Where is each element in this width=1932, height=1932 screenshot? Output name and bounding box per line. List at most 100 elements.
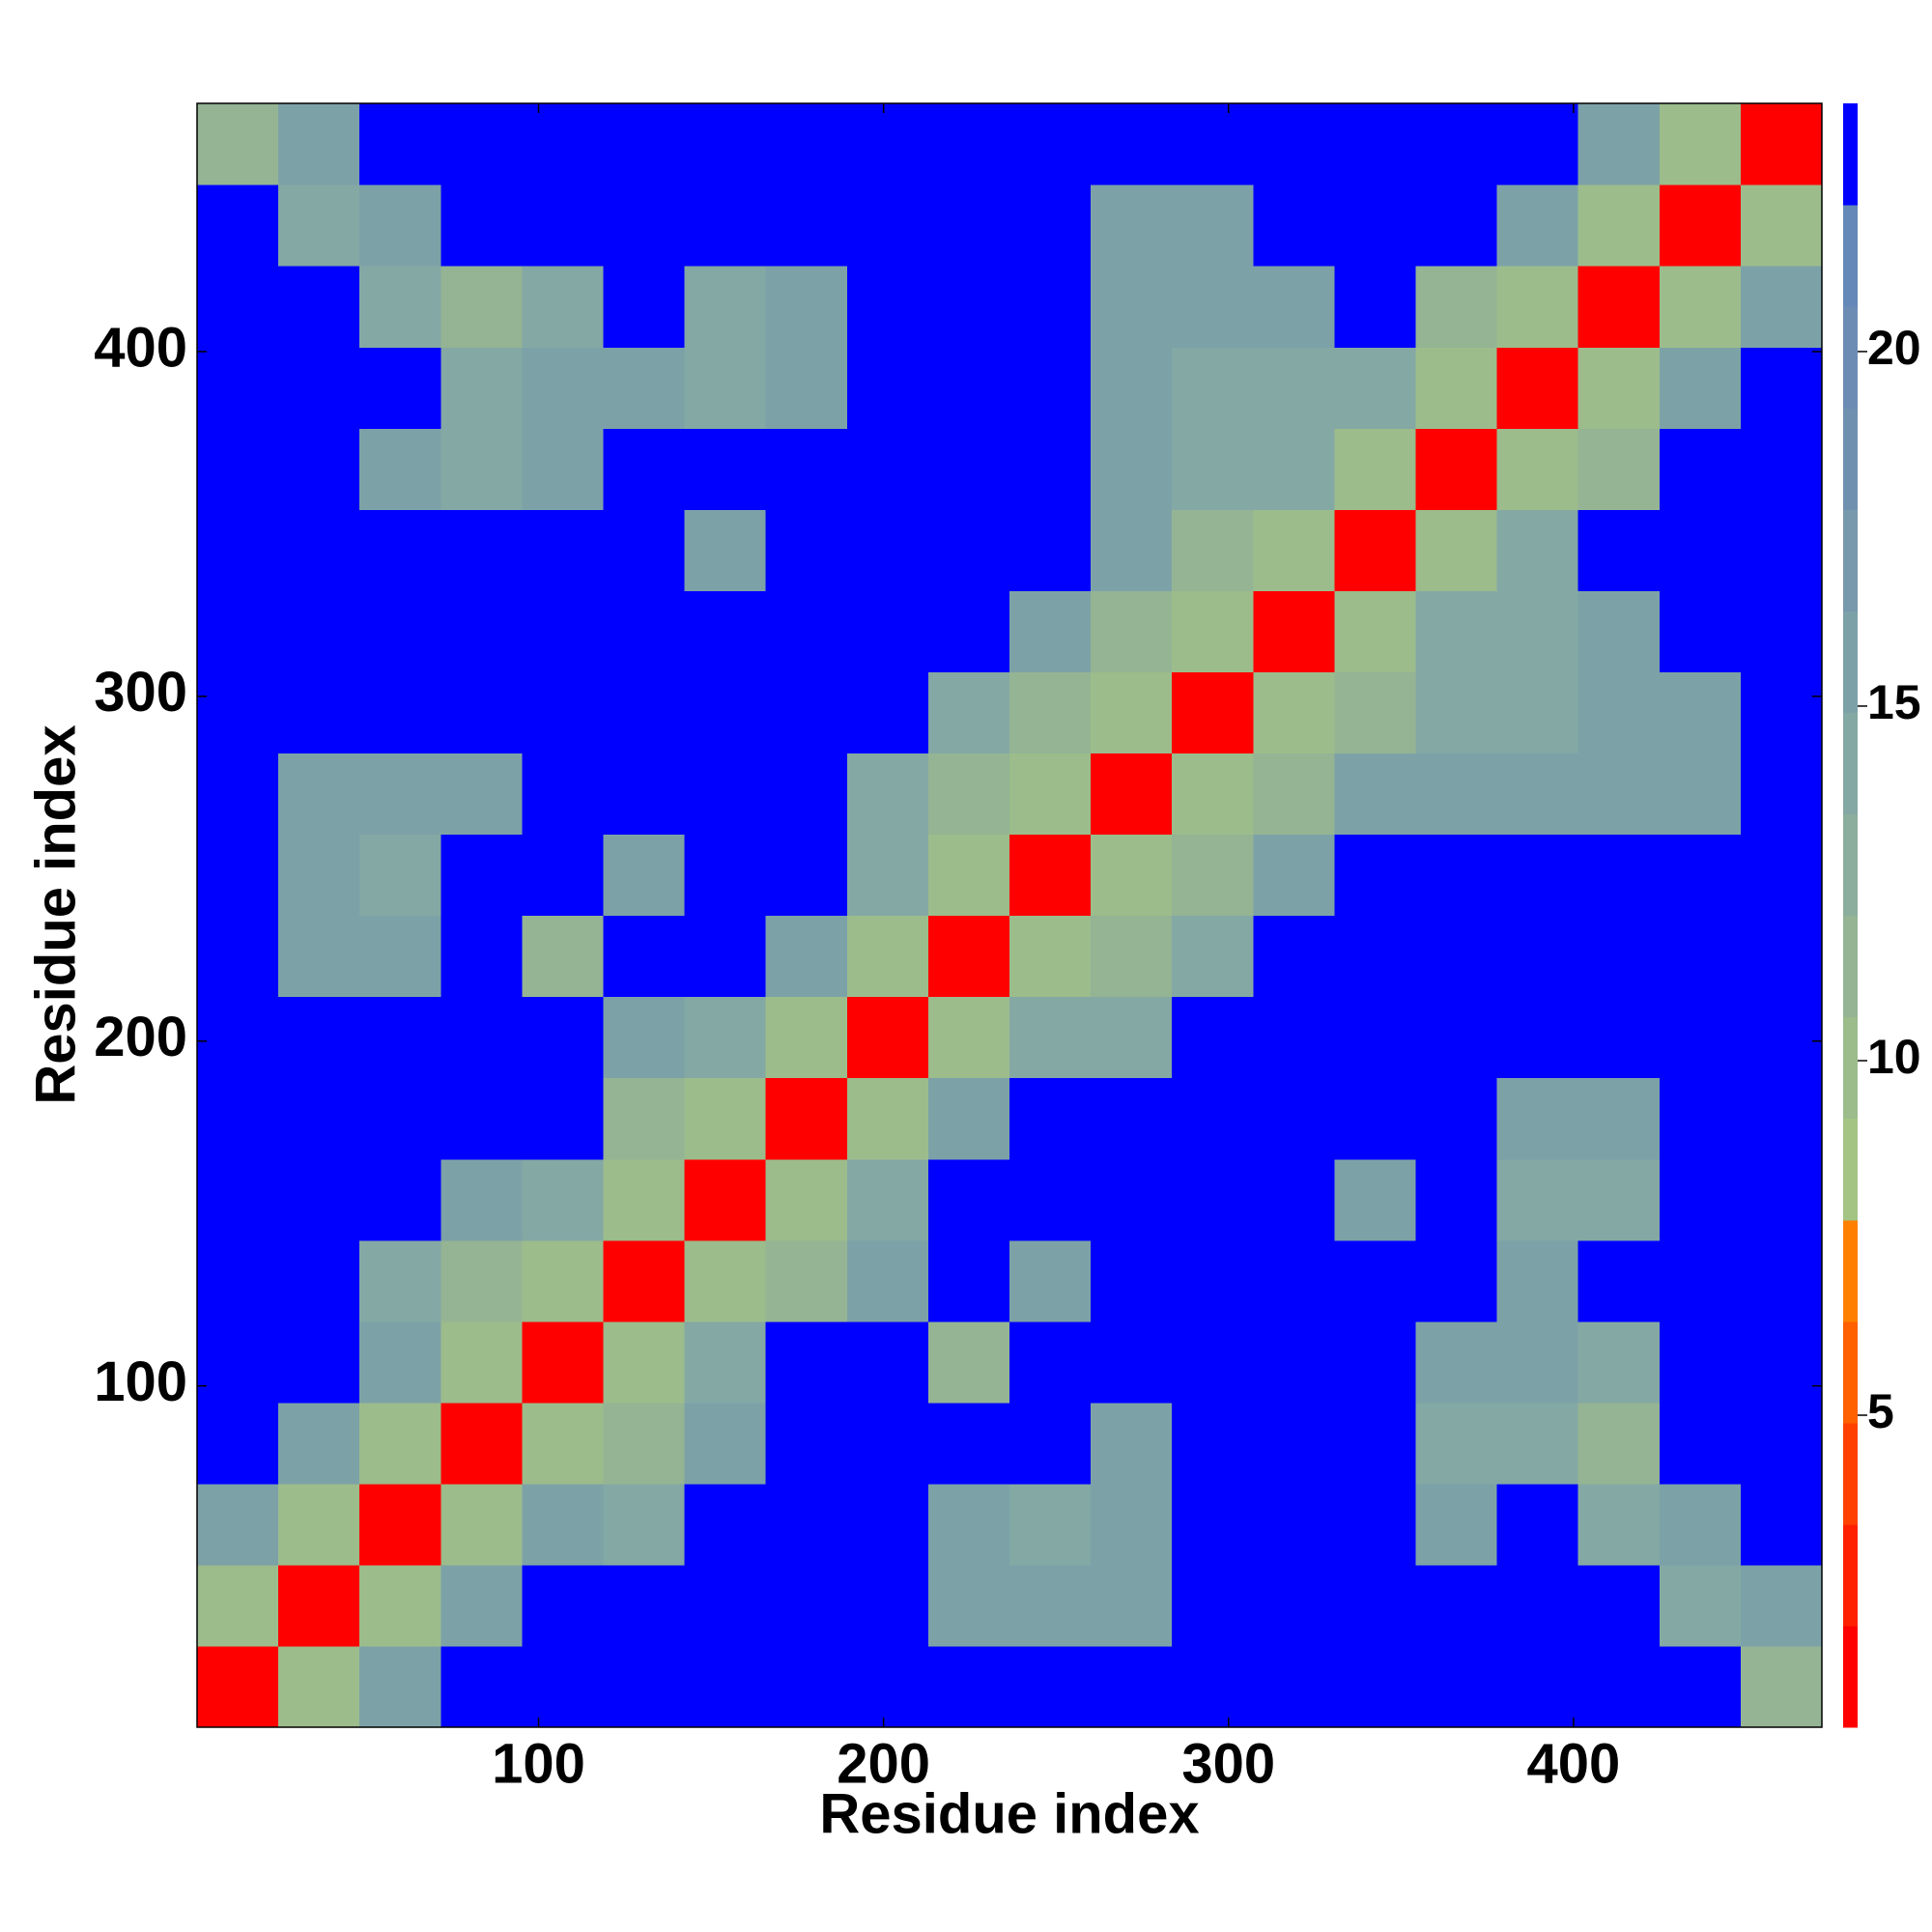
- heatmap-cell: [846, 266, 929, 348]
- heatmap-cell: [440, 266, 523, 348]
- heatmap-cell: [603, 671, 686, 753]
- heatmap-cell: [1091, 266, 1173, 348]
- heatmap-cell: [359, 1483, 441, 1566]
- heatmap-cell: [684, 671, 767, 753]
- heatmap-cell: [846, 1077, 929, 1160]
- heatmap-cell: [359, 266, 441, 348]
- heatmap-cell: [846, 834, 929, 917]
- heatmap-cell: [197, 915, 279, 998]
- heatmap-cell: [1415, 1321, 1498, 1404]
- heatmap-cell: [1009, 1564, 1092, 1647]
- colorbar-segment: [1843, 1523, 1858, 1627]
- heatmap-cell: [1740, 347, 1823, 429]
- heatmap-cell: [1334, 1239, 1417, 1322]
- heatmap-cell: [846, 185, 929, 267]
- heatmap-cell: [359, 753, 441, 836]
- heatmap-cell: [1659, 915, 1742, 998]
- heatmap-cell: [1009, 1645, 1092, 1728]
- heatmap-cell: [522, 347, 605, 429]
- heatmap-cell: [522, 996, 605, 1079]
- heatmap-cell: [1659, 753, 1742, 836]
- heatmap-cell: [1577, 266, 1661, 348]
- heatmap-cell: [684, 266, 767, 348]
- colorbar-segment: [1843, 205, 1858, 307]
- heatmap-cell: [1496, 185, 1579, 267]
- heatmap-cell: [440, 915, 523, 998]
- heatmap-cell: [197, 671, 279, 753]
- heatmap-cell: [1415, 1402, 1498, 1485]
- heatmap-cell: [1009, 1321, 1092, 1404]
- heatmap-cell: [1496, 753, 1579, 836]
- heatmap-cell: [765, 1239, 848, 1322]
- heatmap-cell: [1740, 1158, 1823, 1241]
- heatmap-cell: [1659, 996, 1742, 1079]
- heatmap-cell: [603, 1077, 686, 1160]
- heatmap-cell: [1172, 1239, 1254, 1322]
- colorbar-segment: [1843, 1321, 1858, 1424]
- heatmap-cell: [1659, 103, 1742, 185]
- heatmap-cell: [197, 834, 279, 917]
- heatmap-cell: [927, 1645, 1010, 1728]
- heatmap-cell: [1577, 1321, 1661, 1404]
- heatmap-cell: [1091, 1402, 1173, 1485]
- colorbar-segment: [1843, 1625, 1858, 1728]
- heatmap-cell: [440, 996, 523, 1079]
- heatmap-cell: [1577, 509, 1661, 591]
- heatmap-cell: [1740, 834, 1823, 917]
- heatmap-cell: [522, 1645, 605, 1728]
- heatmap-cell: [1253, 266, 1335, 348]
- heatmap-cell: [765, 753, 848, 836]
- heatmap-cell: [1334, 671, 1417, 753]
- heatmap-cell: [927, 185, 1010, 267]
- heatmap-cell: [1740, 1321, 1823, 1404]
- heatmap-cell: [603, 1321, 686, 1404]
- heatmap-cell: [1415, 1077, 1498, 1160]
- heatmap-cell: [1253, 1645, 1335, 1728]
- heatmap-cell: [1415, 590, 1498, 672]
- heatmap-cell: [1496, 590, 1579, 672]
- heatmap-cell: [927, 671, 1010, 753]
- heatmap-cell: [1334, 590, 1417, 672]
- y-tick-label: 200: [94, 1006, 187, 1068]
- heatmap-cell: [1415, 834, 1498, 917]
- heatmap-cell: [1009, 1077, 1092, 1160]
- heatmap-cell: [1740, 915, 1823, 998]
- heatmap-cell: [1009, 1483, 1092, 1566]
- heatmap-cell: [1496, 915, 1579, 998]
- heatmap-cell: [440, 1564, 523, 1647]
- heatmap-cell: [359, 834, 441, 917]
- heatmap-cell: [765, 590, 848, 672]
- heatmap-cell: [1740, 509, 1823, 591]
- heatmap-cell: [278, 590, 360, 672]
- heatmap-cell: [765, 1483, 848, 1566]
- heatmap-cell: [846, 1645, 929, 1728]
- heatmap-cell: [359, 996, 441, 1079]
- heatmap-cell: [359, 1239, 441, 1322]
- heatmap-cell: [359, 590, 441, 672]
- heatmap-cell: [522, 590, 605, 672]
- heatmap-cell: [1009, 996, 1092, 1079]
- heatmap-cell: [1577, 834, 1661, 917]
- heatmap-cell: [1577, 1483, 1661, 1566]
- heatmap-cell: [1496, 996, 1579, 1079]
- heatmap-cell: [603, 509, 686, 591]
- heatmap-cell: [1253, 1564, 1335, 1647]
- heatmap-cell: [846, 590, 929, 672]
- heatmap-cell: [440, 1158, 523, 1241]
- heatmap-cell: [440, 753, 523, 836]
- heatmap-cell: [1009, 103, 1092, 185]
- heatmap-cell: [522, 915, 605, 998]
- heatmap-cell: [1577, 103, 1661, 185]
- heatmap-cell: [765, 671, 848, 753]
- heatmap-cell: [1659, 1645, 1742, 1728]
- heatmap-cell: [1740, 671, 1823, 753]
- heatmap-cell: [359, 1077, 441, 1160]
- heatmap-cell: [197, 753, 279, 836]
- heatmap-cell: [927, 1483, 1010, 1566]
- heatmap-cell: [522, 1402, 605, 1485]
- heatmap-cell: [522, 103, 605, 185]
- heatmap-cell: [1659, 834, 1742, 917]
- heatmap-cell: [1253, 996, 1335, 1079]
- heatmap-cell: [278, 1077, 360, 1160]
